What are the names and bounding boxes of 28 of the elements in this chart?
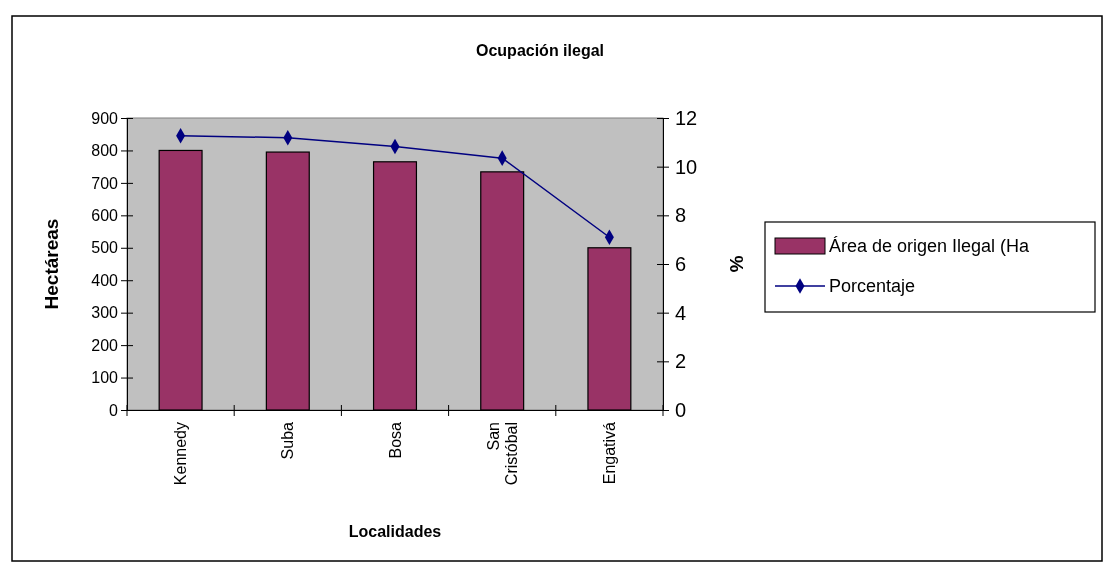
y2-tick-label: 12 <box>675 106 698 129</box>
y-tick-label: 700 <box>91 174 119 192</box>
x-tick-label: Kennedy <box>172 422 190 486</box>
y-tick-label: 200 <box>91 336 119 354</box>
x-tick-label: Suba <box>279 421 297 460</box>
y-axis-title: Hectáreas <box>41 218 62 310</box>
y-tick-label: 400 <box>91 271 119 289</box>
x-tick-label: Engativá <box>601 421 618 485</box>
y2-tick-label: 0 <box>675 398 687 421</box>
y2-tick-label: 10 <box>675 155 698 178</box>
legend-label: Porcentaje <box>829 276 916 296</box>
y2-tick-label: 6 <box>675 252 687 275</box>
y-tick-label: 100 <box>91 369 119 387</box>
legend-label: Área de origen Ilegal (Ha <box>829 236 1031 256</box>
x-axis-title: Localidades <box>348 523 442 540</box>
y-tick-label: 0 <box>109 401 119 419</box>
y2-tick-label: 2 <box>675 350 687 373</box>
x-tick-label: Bosa <box>386 421 404 459</box>
y2-tick-label: 4 <box>675 301 687 324</box>
y-tick-label: 900 <box>91 109 119 127</box>
x-tick-label: San Cristóbal <box>485 422 520 486</box>
y2-tick-label: 8 <box>675 204 687 227</box>
y2-axis-title: % <box>726 255 747 273</box>
y-tick-label: 800 <box>91 142 119 160</box>
chart-title: Ocupación ilegal <box>475 42 605 59</box>
y-tick-label: 600 <box>91 206 119 224</box>
y-tick-label: 500 <box>91 239 119 257</box>
y-tick-label: 300 <box>91 304 119 322</box>
